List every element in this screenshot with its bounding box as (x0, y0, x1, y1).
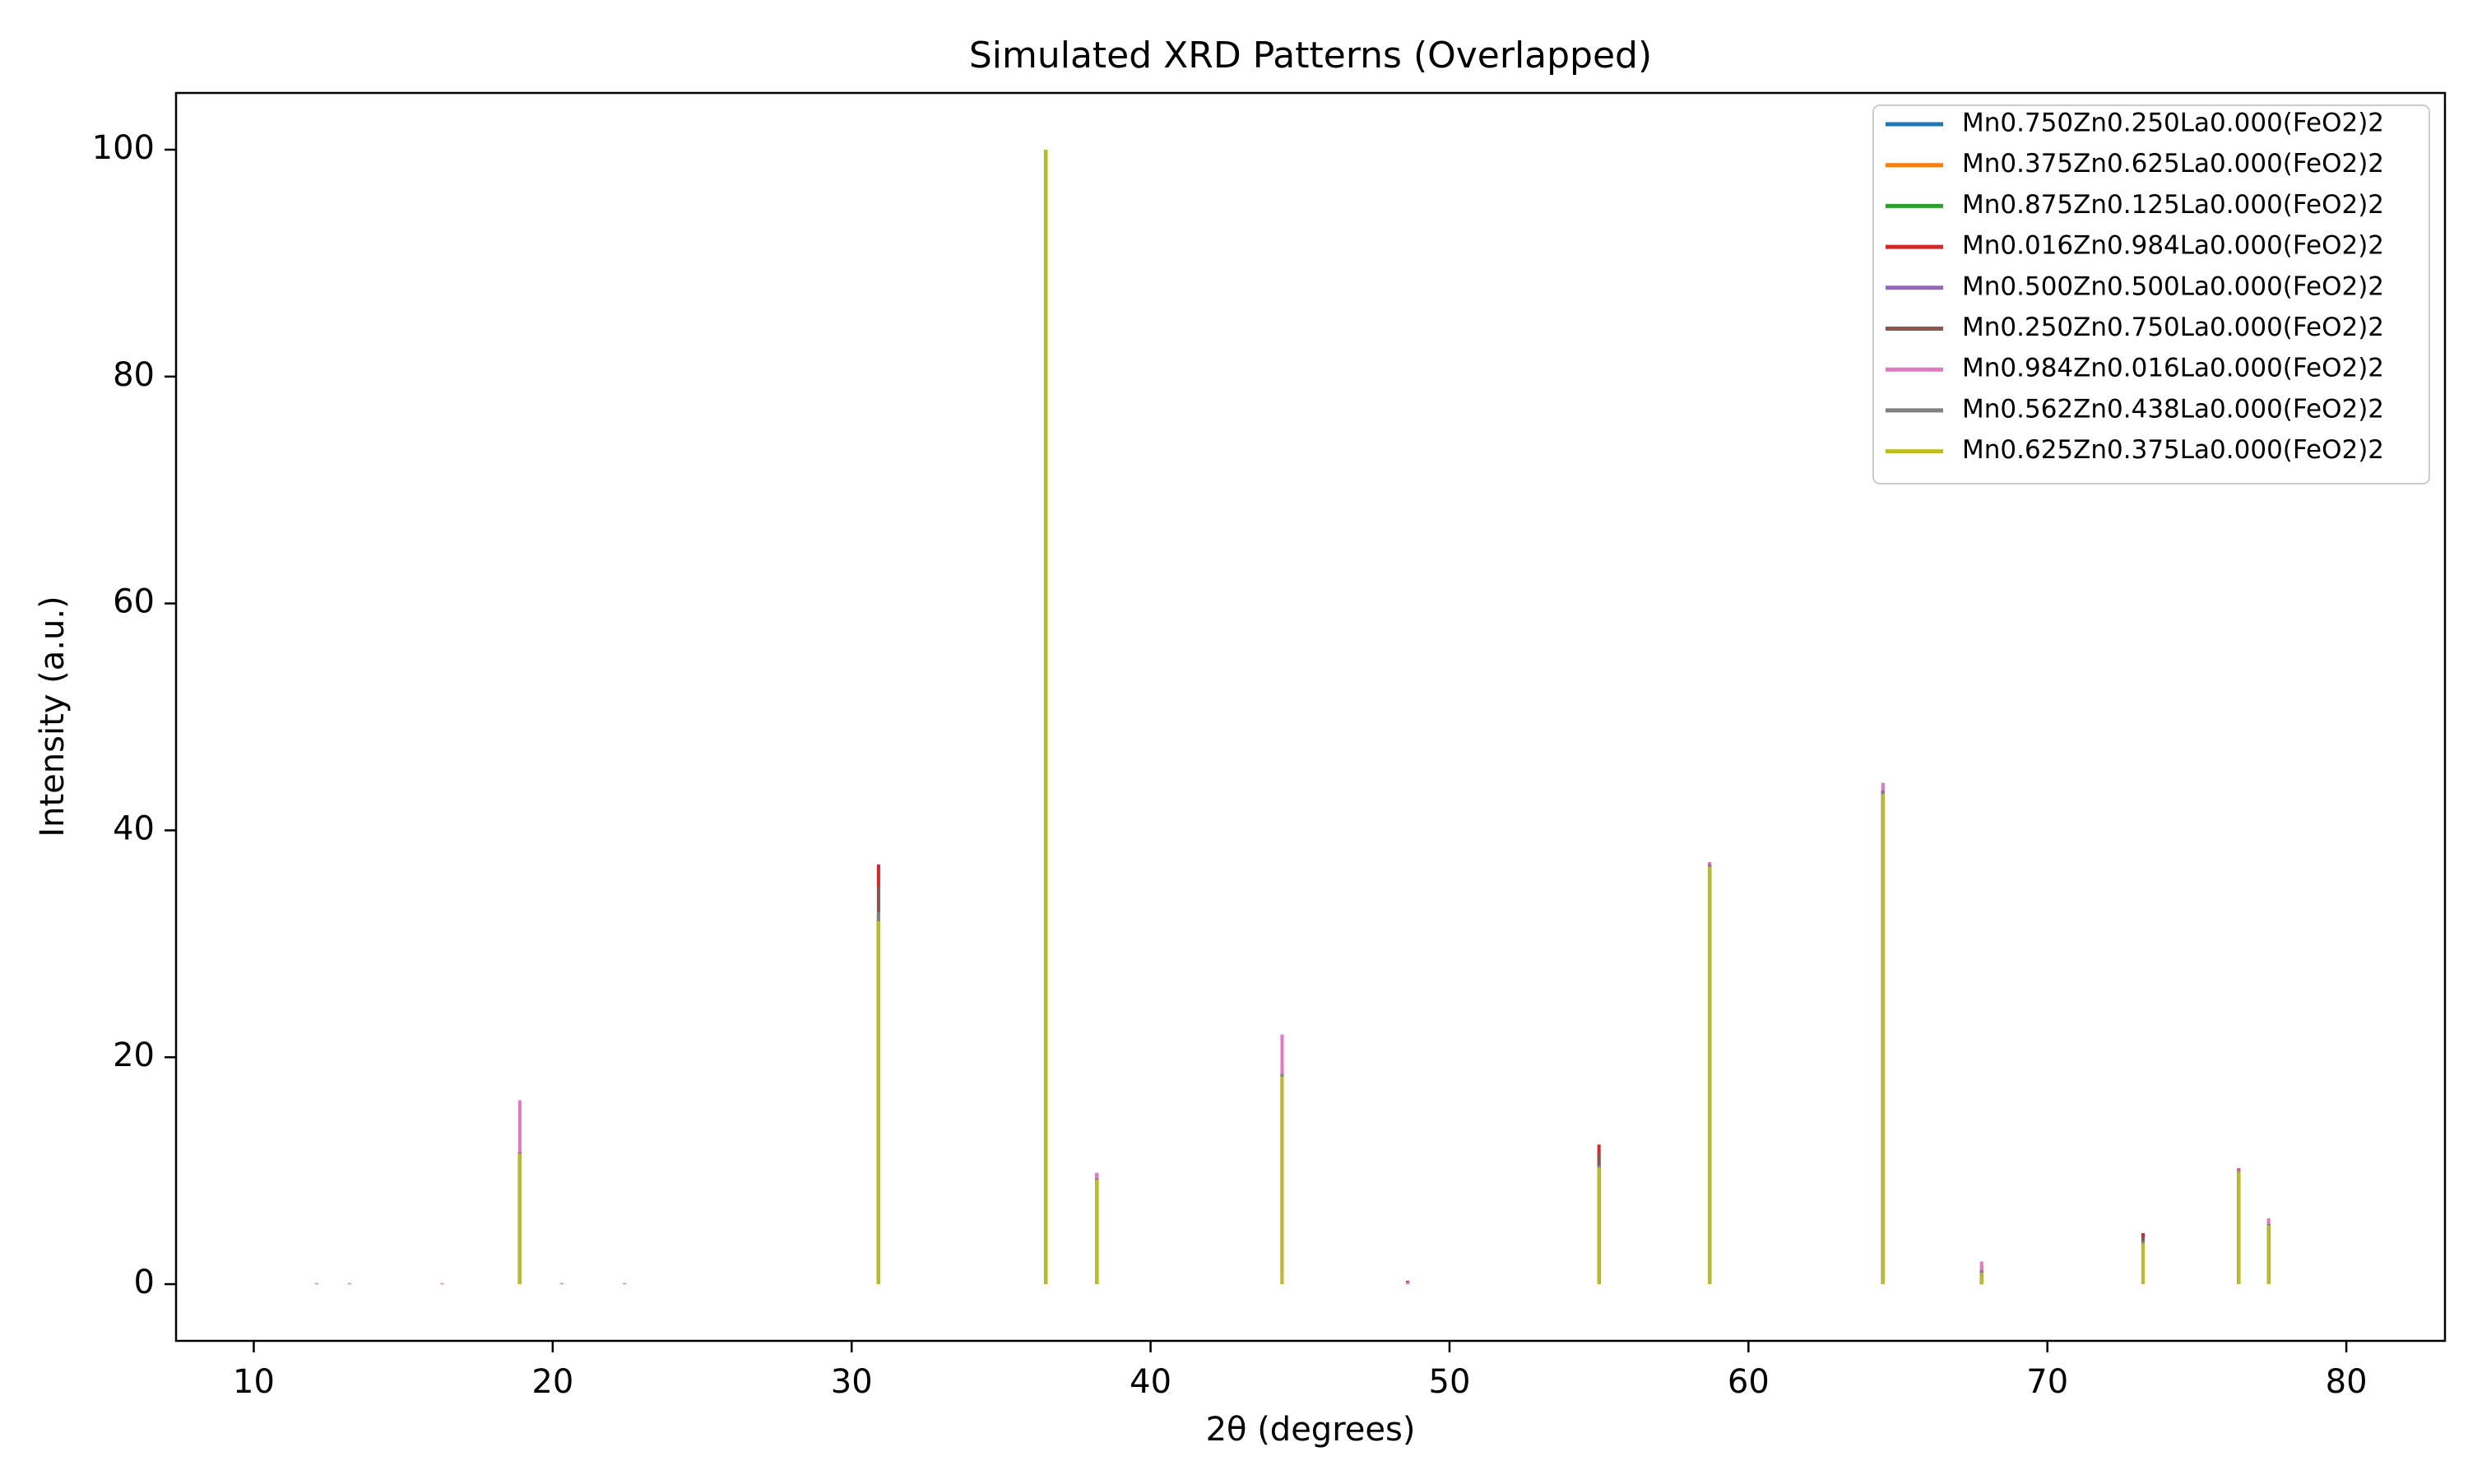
x-tick-label: 20 (531, 1363, 573, 1401)
legend: Mn0.750Zn0.250La0.000(FeO2)2 Mn0.375Zn0.6… (1872, 104, 2430, 485)
legend-label: Mn0.375Zn0.625La0.000(FeO2)2 (1962, 149, 2384, 179)
chart-title: Simulated XRD Patterns (Overlapped) (969, 35, 1652, 77)
x-axis: 10 20 30 40 50 60 70 80 (233, 1341, 2368, 1401)
y-tick-label: 0 (134, 1264, 155, 1301)
legend-label: Mn0.500Zn0.500La0.000(FeO2)2 (1962, 271, 2384, 301)
legend-label: Mn0.016Zn0.984La0.000(FeO2)2 (1962, 231, 2384, 261)
legend-label: Mn0.625Zn0.375La0.000(FeO2)2 (1962, 435, 2384, 465)
legend-label: Mn0.250Zn0.750La0.000(FeO2)2 (1962, 313, 2384, 342)
x-tick-label: 70 (2026, 1363, 2068, 1401)
x-axis-label: 2θ (degrees) (1206, 1411, 1416, 1449)
x-tick-label: 60 (1728, 1363, 1770, 1401)
y-tick-label: 40 (113, 809, 155, 847)
series-8 (517, 149, 2271, 1285)
x-tick-label: 50 (1429, 1363, 1471, 1401)
plot-frame (174, 91, 2447, 1343)
legend-label: Mn0.875Zn0.125La0.000(FeO2)2 (1962, 190, 2384, 220)
peaks-layer (314, 149, 2271, 1285)
y-tick-label: 80 (113, 356, 155, 394)
y-tick-label: 20 (113, 1036, 155, 1074)
legend-label: Mn0.750Zn0.250La0.000(FeO2)2 (1962, 109, 2384, 138)
y-axis-label: Intensity (a.u.) (34, 596, 72, 837)
legend-label: Mn0.984Zn0.016La0.000(FeO2)2 (1962, 354, 2384, 383)
legend-box (1872, 104, 2430, 485)
x-tick-label: 10 (233, 1363, 275, 1401)
y-tick-label: 60 (113, 583, 155, 621)
x-tick-label: 30 (831, 1363, 873, 1401)
x-tick-label: 40 (1130, 1363, 1171, 1401)
x-tick-label: 80 (2326, 1363, 2368, 1401)
y-axis: 0 20 40 60 80 100 (92, 129, 176, 1301)
y-tick-label: 100 (92, 129, 155, 167)
legend-label: Mn0.562Zn0.438La0.000(FeO2)2 (1962, 394, 2384, 424)
